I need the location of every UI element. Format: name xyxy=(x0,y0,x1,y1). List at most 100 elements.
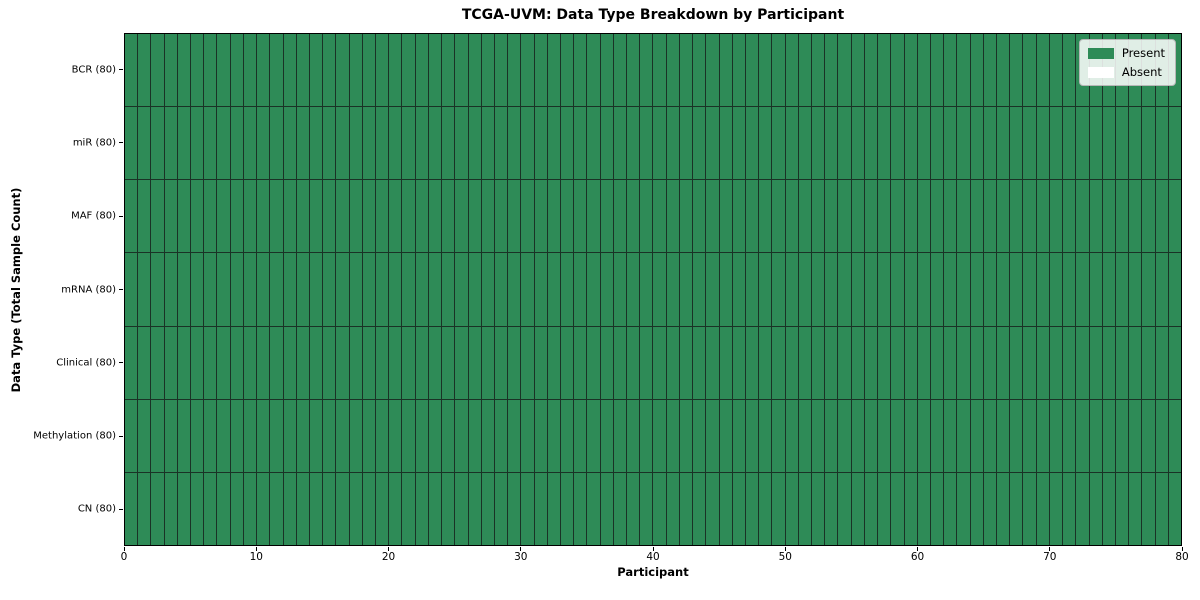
heatmap-cell xyxy=(745,107,759,180)
heatmap-cell xyxy=(402,326,415,399)
heatmap-cell xyxy=(428,107,442,180)
heatmap-cell xyxy=(138,180,151,253)
heatmap-cell xyxy=(204,253,217,326)
heatmap-cell xyxy=(204,107,217,180)
heatmap-cell xyxy=(243,326,257,399)
heatmap-cell xyxy=(812,34,825,107)
heatmap-cell xyxy=(481,326,494,399)
heatmap-cell xyxy=(917,34,930,107)
heatmap-cell xyxy=(891,399,904,472)
legend-item: Present xyxy=(1087,46,1165,60)
heatmap-cell xyxy=(930,107,944,180)
heatmap-cell xyxy=(1063,253,1076,326)
heatmap-cell xyxy=(798,34,812,107)
heatmap-cell xyxy=(151,107,164,180)
heatmap-cell xyxy=(944,34,957,107)
heatmap-cell xyxy=(679,399,693,472)
heatmap-cell xyxy=(627,326,640,399)
heatmap-cell xyxy=(970,34,983,107)
heatmap-cell xyxy=(930,472,944,545)
heatmap-cell xyxy=(177,326,191,399)
legend-label: Present xyxy=(1121,46,1165,60)
heatmap-cell xyxy=(1129,107,1142,180)
heatmap-cell xyxy=(745,399,759,472)
legend-item: Absent xyxy=(1087,65,1165,79)
heatmap-cell xyxy=(177,107,191,180)
heatmap-cell xyxy=(177,34,191,107)
heatmap-cell xyxy=(561,399,574,472)
heatmap-cell xyxy=(534,399,547,472)
heatmap-cell xyxy=(389,326,402,399)
heatmap-cell xyxy=(983,180,997,253)
y-tick-label: mRNA (80) xyxy=(61,284,116,295)
heatmap-cell xyxy=(389,253,402,326)
heatmap-cell xyxy=(1102,326,1115,399)
heatmap-cell xyxy=(230,180,243,253)
heatmap-cell xyxy=(904,326,917,399)
heatmap-cell xyxy=(798,107,812,180)
heatmap-cell xyxy=(362,107,376,180)
heatmap-cell xyxy=(679,253,693,326)
heatmap-cell xyxy=(917,107,930,180)
heatmap-cell xyxy=(1115,472,1129,545)
heatmap-cell xyxy=(1063,34,1076,107)
heatmap-cell xyxy=(1129,472,1142,545)
heatmap-cell xyxy=(864,180,878,253)
heatmap-cell xyxy=(362,326,376,399)
heatmap-cell xyxy=(508,34,521,107)
heatmap-cell xyxy=(864,34,878,107)
heatmap-cell xyxy=(323,326,336,399)
heatmap-cell xyxy=(151,326,164,399)
heatmap-cell xyxy=(270,399,283,472)
heatmap-cell xyxy=(296,34,309,107)
heatmap-cell xyxy=(230,472,243,545)
heatmap-cell xyxy=(745,180,759,253)
heatmap-cell xyxy=(944,253,957,326)
heatmap-cell xyxy=(217,399,230,472)
heatmap-cell xyxy=(243,34,257,107)
heatmap-cell xyxy=(930,34,944,107)
heatmap-cell xyxy=(785,253,798,326)
heatmap-cell xyxy=(719,472,732,545)
heatmap-cell xyxy=(230,399,243,472)
heatmap-cell xyxy=(798,326,812,399)
heatmap-cell xyxy=(785,399,798,472)
heatmap-cell xyxy=(217,107,230,180)
heatmap-cell xyxy=(230,34,243,107)
heatmap-cell xyxy=(323,34,336,107)
heatmap-cell xyxy=(627,107,640,180)
heatmap-cell xyxy=(1063,180,1076,253)
heatmap-cell xyxy=(930,326,944,399)
heatmap-cell xyxy=(1102,399,1115,472)
heatmap-cell xyxy=(666,472,679,545)
heatmap-cell xyxy=(864,107,878,180)
heatmap-cell xyxy=(812,107,825,180)
heatmap-cell xyxy=(336,253,349,326)
heatmap-cell xyxy=(706,107,719,180)
heatmap-cell xyxy=(574,34,587,107)
heatmap-cell xyxy=(1023,472,1036,545)
heatmap-cell xyxy=(1155,253,1168,326)
heatmap-cell xyxy=(574,253,587,326)
heatmap-cell xyxy=(785,180,798,253)
heatmap-cell xyxy=(1115,180,1129,253)
heatmap-cell xyxy=(679,326,693,399)
heatmap-cell xyxy=(1089,180,1102,253)
heatmap-cell xyxy=(270,107,283,180)
heatmap-cell xyxy=(627,399,640,472)
heatmap-cell xyxy=(970,180,983,253)
heatmap-cell xyxy=(494,107,508,180)
heatmap-cell xyxy=(825,399,838,472)
heatmap-cell xyxy=(574,107,587,180)
heatmap-cell xyxy=(547,472,560,545)
heatmap-cell xyxy=(574,399,587,472)
heatmap-cell xyxy=(1142,253,1155,326)
heatmap-cell xyxy=(745,253,759,326)
heatmap-cell xyxy=(481,472,494,545)
heatmap-cell xyxy=(521,399,534,472)
heatmap-cell xyxy=(1076,399,1089,472)
heatmap-cell xyxy=(1155,180,1168,253)
heatmap-cell xyxy=(508,253,521,326)
heatmap-cell xyxy=(349,107,362,180)
heatmap-cell xyxy=(944,107,957,180)
